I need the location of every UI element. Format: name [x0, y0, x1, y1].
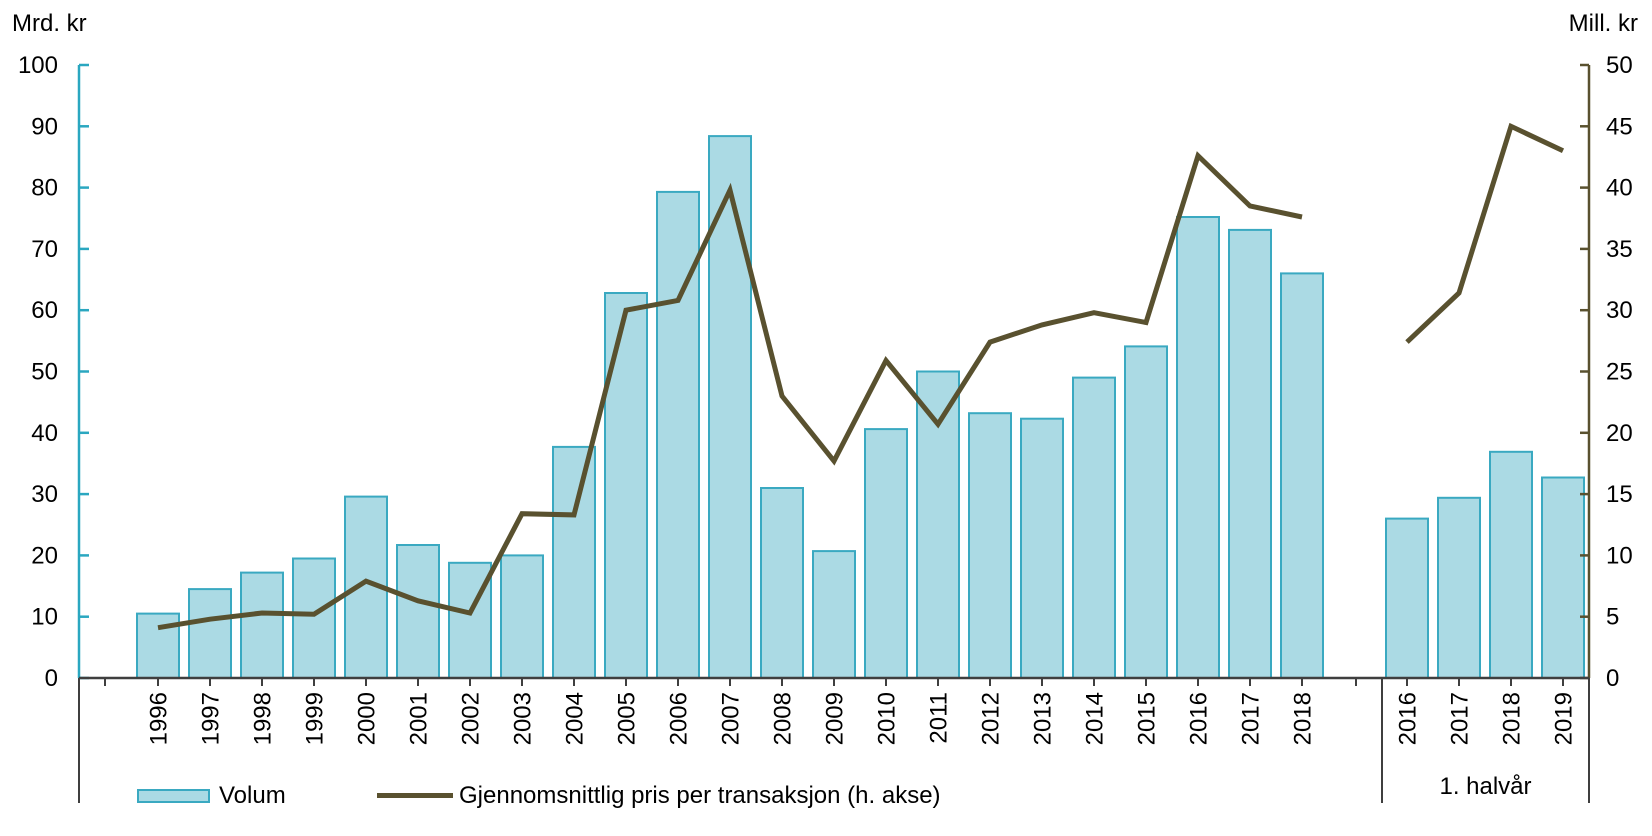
x-label-2019: 2019 [1551, 692, 1578, 745]
bar-2014 [1072, 376, 1116, 679]
bar-2017 [1228, 228, 1272, 679]
bar-1999 [292, 557, 336, 679]
bar-2003 [500, 554, 544, 680]
right-tick-label-0: 0 [1606, 665, 1619, 692]
bar-2015 [1124, 345, 1168, 679]
left-tick-label-50: 50 [31, 359, 58, 386]
right-tick-label-35: 35 [1606, 236, 1633, 263]
x-label-2018: 2018 [1290, 692, 1317, 745]
bar-2007 [708, 135, 752, 680]
right-tick-label-30: 30 [1606, 297, 1633, 324]
x-label-2018: 2018 [1499, 692, 1526, 745]
right-tick-label-10: 10 [1606, 542, 1633, 569]
right-tick-label-20: 20 [1606, 420, 1633, 447]
right-axis: 0 5 10 15 20 25 30 35 40 45 50 [1580, 52, 1633, 692]
x-label-1999: 1999 [302, 692, 329, 745]
right-tick-label-15: 15 [1606, 481, 1633, 508]
bar-2013 [1020, 417, 1064, 679]
bar-1997 [188, 588, 232, 679]
bar-2004 [552, 445, 596, 679]
bar-halfyear-2019 [1541, 476, 1585, 679]
x-label-2013: 2013 [1030, 692, 1057, 745]
bar-2009 [812, 550, 856, 679]
bar-2005 [604, 292, 648, 679]
left-tick-label-100: 100 [18, 52, 58, 79]
left-tick-label-0: 0 [45, 665, 58, 692]
right-tick-label-25: 25 [1606, 359, 1633, 386]
x-label-2012: 2012 [978, 692, 1005, 745]
bar-halfyear-2017 [1437, 496, 1481, 679]
bar-halfyear-2018 [1489, 450, 1533, 679]
x-axis-frame [78, 676, 1590, 803]
left-tick-label-40: 40 [31, 420, 58, 447]
x-label-2014: 2014 [1082, 692, 1109, 745]
left-tick-label-80: 80 [31, 175, 58, 202]
x-label-2009: 2009 [822, 692, 849, 745]
x-label-2016: 2016 [1186, 692, 1213, 745]
left-axis-unit-label: Mrd. kr [12, 10, 87, 37]
bar-2011 [916, 370, 960, 679]
x-label-2007: 2007 [718, 692, 745, 745]
bar-2001 [396, 544, 440, 679]
volume-bars-halfyear [1385, 450, 1585, 679]
left-tick-label-70: 70 [31, 236, 58, 263]
bar-2008 [760, 487, 804, 679]
bar-2016 [1176, 216, 1220, 679]
right-tick-label-45: 45 [1606, 113, 1633, 140]
x-label-1996: 1996 [146, 692, 173, 745]
price-line-annual [157, 151, 1303, 631]
left-axis: 0 10 20 30 40 50 60 70 80 90 100 [18, 52, 89, 692]
bar-2018 [1280, 272, 1324, 679]
x-label-2010: 2010 [874, 692, 901, 745]
bar-1998 [240, 571, 284, 679]
bar-2010 [864, 428, 908, 679]
right-tick-label-5: 5 [1606, 604, 1619, 631]
right-axis-unit-label: Mill. kr [1568, 10, 1638, 37]
x-label-2015: 2015 [1134, 692, 1161, 745]
x-axis-labels: 1996 1997 1998 1999 2000 2001 2002 2003 2004 2005… [146, 692, 1578, 800]
right-tick-label-50: 50 [1606, 52, 1633, 79]
left-tick-label-90: 90 [31, 113, 58, 140]
x-label-2017: 2017 [1238, 692, 1265, 745]
bar-halfyear-2016 [1385, 517, 1429, 679]
x-label-2011: 2011 [926, 692, 953, 744]
left-tick-label-10: 10 [31, 604, 58, 631]
x-label-2004: 2004 [562, 692, 589, 745]
x-label-2005: 2005 [614, 692, 641, 745]
x-label-1997: 1997 [198, 692, 225, 745]
x-label-2008: 2008 [770, 692, 797, 745]
left-tick-label-20: 20 [31, 542, 58, 569]
price-line-halfyear [1405, 122, 1565, 344]
halfyear-section-label: 1. halvår [1439, 773, 1531, 800]
left-tick-label-60: 60 [31, 297, 58, 324]
x-label-2002: 2002 [458, 692, 485, 745]
x-label-2006: 2006 [666, 692, 693, 745]
bar-2012 [968, 412, 1012, 679]
right-tick-label-40: 40 [1606, 175, 1633, 202]
left-tick-label-30: 30 [31, 481, 58, 508]
x-label-2016: 2016 [1395, 692, 1422, 745]
x-label-2000: 2000 [354, 692, 381, 745]
volume-bars-annual [136, 135, 1324, 680]
x-label-2003: 2003 [510, 692, 537, 745]
x-label-2017: 2017 [1447, 692, 1474, 745]
x-label-1998: 1998 [250, 692, 277, 745]
x-label-2001: 2001 [406, 692, 433, 745]
